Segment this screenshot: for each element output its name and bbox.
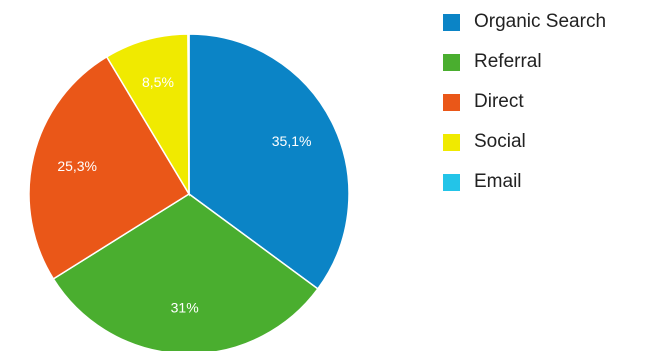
pie-slice-referral — [52, 193, 319, 351]
chart-legend: Organic Search Referral Direct Social Email — [443, 11, 607, 212]
legend-swatch — [443, 93, 460, 111]
legend-label: Email — [474, 171, 522, 192]
slice-label-referral: 31% — [171, 300, 199, 316]
slice-label-organic-search: 35,1% — [272, 133, 312, 149]
pie-slice-organic-search — [188, 33, 350, 290]
legend-item-direct: Direct — [443, 91, 606, 112]
legend-item-referral: Referral — [443, 51, 606, 72]
pie-slice-email — [187, 33, 190, 195]
legend-item-social: Social — [443, 131, 606, 152]
legend-swatch — [443, 13, 460, 31]
legend-item-email: Email — [443, 171, 606, 192]
slice-label-direct: 25,3% — [57, 158, 97, 174]
legend-swatch — [443, 173, 460, 191]
legend-item-organic-search: Organic Search — [443, 11, 607, 32]
slice-label-social: 8,5% — [142, 74, 174, 90]
legend-label: Referral — [474, 51, 542, 72]
legend-swatch — [443, 53, 460, 71]
pie-slice-direct — [28, 55, 191, 280]
legend-swatch — [443, 133, 460, 151]
pie-slice-social — [105, 33, 190, 197]
legend-label: Organic Search — [474, 11, 607, 32]
legend-label: Social — [474, 131, 526, 152]
pie-chart: 35,1% 31% 25,3% 8,5% — [28, 33, 350, 351]
legend-label: Direct — [474, 91, 524, 112]
